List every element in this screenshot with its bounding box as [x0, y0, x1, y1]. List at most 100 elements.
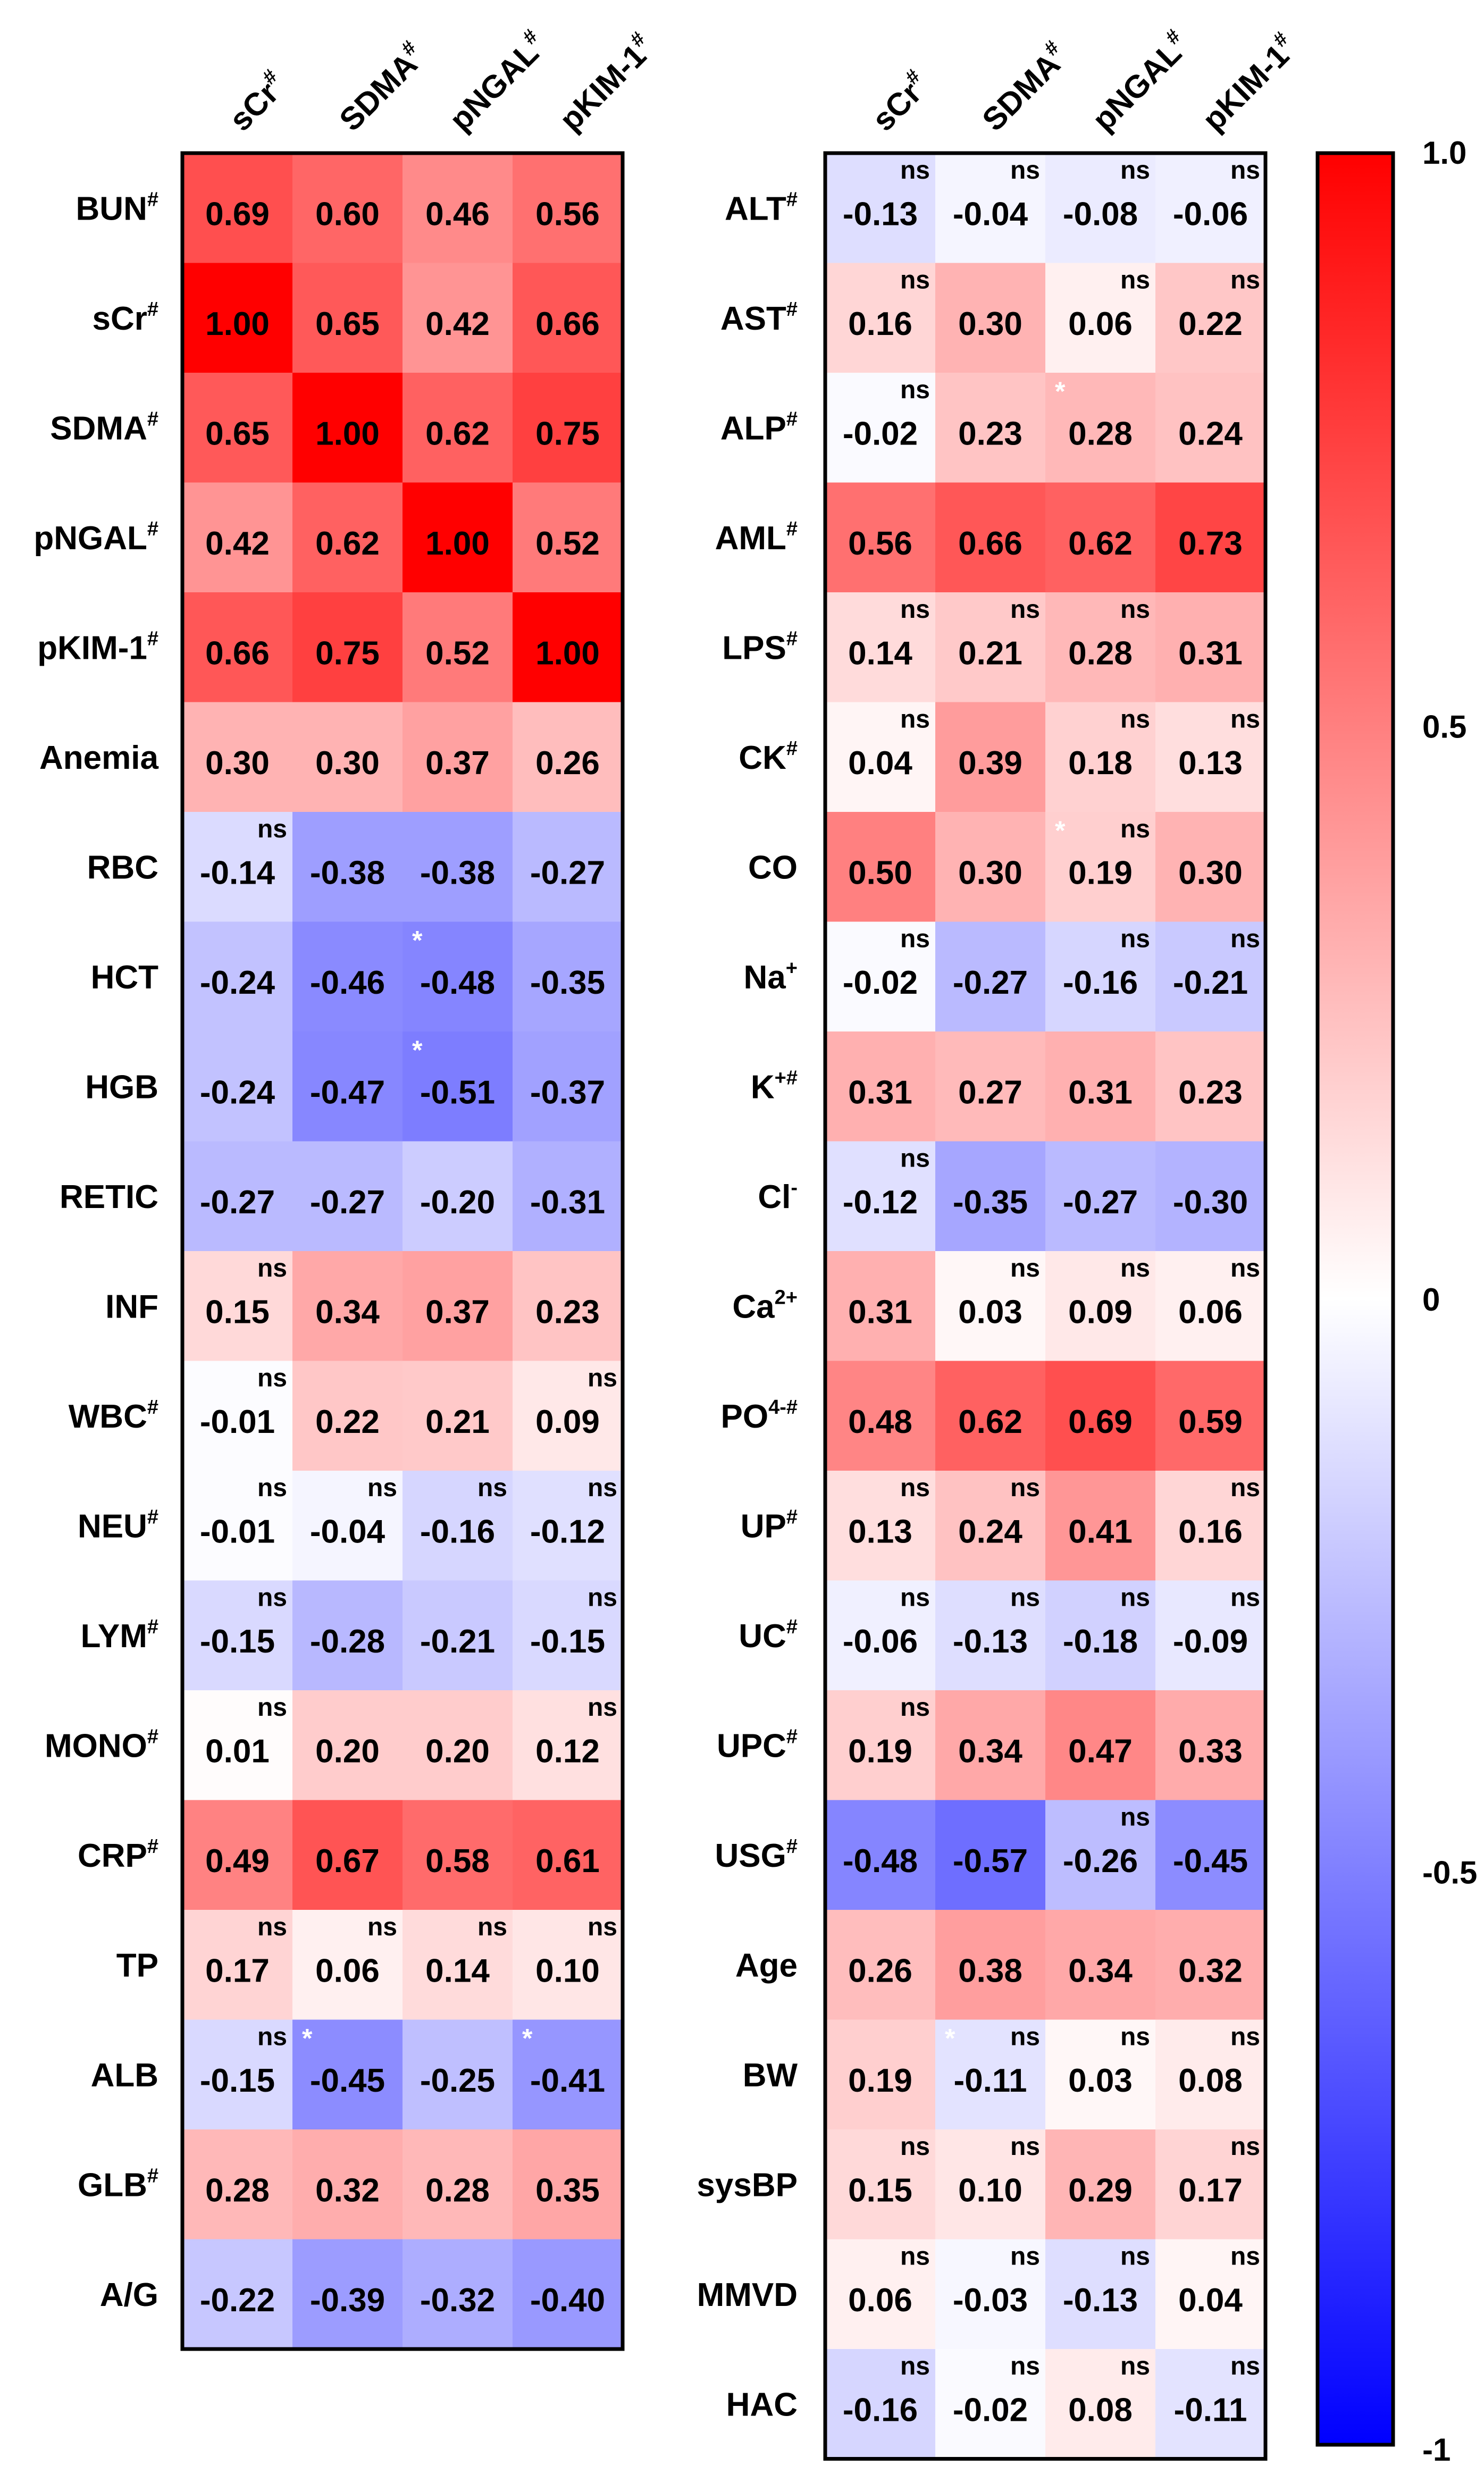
cell-value: 0.23 — [535, 1294, 600, 1330]
heatmap-cell — [825, 153, 936, 264]
significance-star: * — [412, 1035, 423, 1065]
cell-value: -0.15 — [200, 2062, 275, 2099]
row-label-bun-superscript: # — [147, 188, 158, 211]
heatmap-row-retic: RETIC -0.27 -0.27 -0.20 -0.31 — [60, 1141, 623, 1252]
heatmap-cell — [1155, 153, 1266, 264]
not-significant-label: ns — [1120, 266, 1150, 295]
heatmap-row-tp: TP 0.17 ns 0.06 ns 0.14 ns 0.10 ns — [116, 1910, 623, 2020]
cell-value: 0.37 — [425, 1294, 490, 1330]
not-significant-label: ns — [1010, 1474, 1040, 1502]
cell-value: 0.62 — [315, 525, 380, 562]
row-label-age: Age — [735, 1947, 798, 1984]
heatmap-cell — [1045, 1580, 1156, 1691]
cell-value: -0.16 — [420, 1513, 495, 1550]
cell-value: 0.13 — [848, 1513, 912, 1550]
cell-value: 0.52 — [535, 525, 600, 562]
heatmap-cell — [513, 702, 623, 812]
heatmap-row-cl: Cl- -0.12 ns -0.35 -0.27 -0.30 — [758, 1141, 1266, 1252]
cell-value: 0.67 — [315, 1843, 380, 1880]
heatmap-cell — [292, 921, 403, 1032]
row-label-hct: HCT — [91, 959, 159, 996]
cell-value: -0.15 — [200, 1623, 275, 1660]
cell-value: -0.47 — [310, 1074, 385, 1111]
heatmap-cell — [1045, 2349, 1156, 2460]
cell-value: 0.62 — [1068, 525, 1133, 562]
colorbar-gradient — [1318, 153, 1393, 2445]
not-significant-label: ns — [900, 376, 930, 404]
heatmap-cell — [182, 153, 293, 264]
heatmap-row-mmvd: MMVD 0.06 ns -0.03 ns -0.13 ns 0.04 ns — [697, 2239, 1266, 2350]
cell-value: -0.46 — [310, 964, 385, 1001]
cell-value: 0.75 — [535, 415, 600, 452]
not-significant-label: ns — [588, 1474, 617, 1502]
heatmap-cell — [1045, 2019, 1156, 2130]
heatmap-cell — [292, 2239, 403, 2350]
row-label-crp-superscript: # — [147, 1835, 158, 1858]
cell-value: 0.01 — [205, 1733, 270, 1769]
not-significant-label: ns — [1010, 2133, 1040, 2161]
heatmap-cell — [292, 1251, 403, 1362]
heatmap-cell — [513, 1471, 623, 1581]
heatmap-cell — [513, 2019, 623, 2130]
row-label-ck: CK# — [739, 737, 798, 776]
heatmap-cell — [1045, 1800, 1156, 1910]
cell-value: 0.39 — [958, 745, 1022, 782]
heatmap-cell — [292, 373, 403, 483]
heatmap-cell — [513, 1800, 623, 1910]
cell-value: -0.22 — [200, 2282, 275, 2319]
cell-value: -0.21 — [1173, 964, 1248, 1001]
row-label-sdma-superscript: # — [147, 408, 158, 430]
cell-value: 0.31 — [848, 1074, 912, 1111]
heatmap-cell — [1155, 702, 1266, 812]
cell-value: -0.13 — [1063, 2282, 1138, 2319]
row-label-uc-text: UC — [739, 1618, 786, 1655]
cell-value: 0.30 — [958, 854, 1022, 891]
row-label-lps: LPS# — [722, 627, 798, 666]
row-label-ck-superscript: # — [786, 737, 798, 760]
cell-value: 0.65 — [315, 306, 380, 342]
cell-value: 0.31 — [1178, 635, 1243, 672]
heatmap-row-uc: UC# -0.06 ns -0.13 ns -0.18 ns -0.09 ns — [739, 1580, 1266, 1691]
not-significant-label: ns — [477, 1474, 507, 1502]
row-label-pngal-superscript: # — [147, 518, 158, 540]
cell-value: -0.13 — [953, 1623, 1028, 1660]
cell-value: -0.01 — [200, 1513, 275, 1550]
row-label-upc-text: UPC — [717, 1727, 786, 1764]
not-significant-label: ns — [1010, 595, 1040, 624]
heatmap-cell — [935, 2349, 1046, 2460]
cell-value: 0.04 — [848, 745, 912, 782]
heatmap-cell — [1045, 1471, 1156, 1581]
heatmap-cell — [935, 2239, 1046, 2350]
cell-value: 1.00 — [425, 525, 490, 562]
heatmap-frame — [823, 151, 1268, 2461]
heatmap-cell — [182, 2019, 293, 2130]
cell-value: 1.00 — [315, 415, 380, 452]
cell-value: 0.30 — [205, 745, 270, 782]
not-significant-label: ns — [1010, 1254, 1040, 1282]
significance-star: * — [1055, 816, 1066, 845]
heatmap-row-aml: AML# 0.56 0.66 0.62 0.73 — [715, 482, 1266, 593]
cell-value: -0.32 — [420, 2282, 495, 2319]
cell-value: 0.65 — [205, 415, 270, 452]
cell-value: -0.08 — [1063, 196, 1138, 232]
row-label-pngal-text: pNGAL — [33, 520, 147, 557]
not-significant-label: ns — [1120, 925, 1150, 953]
row-label-usg-text: USG — [715, 1838, 786, 1874]
cell-value: 0.31 — [1068, 1074, 1133, 1111]
heatmap-cell — [403, 1141, 513, 1252]
not-significant-label: ns — [1230, 266, 1260, 295]
heatmap-cell — [825, 2129, 936, 2240]
cell-value: -0.30 — [1173, 1184, 1248, 1221]
row-label-scr-superscript: # — [147, 298, 158, 321]
not-significant-label: ns — [900, 2352, 930, 2380]
heatmap-cell — [403, 812, 513, 922]
cell-value: -0.11 — [1174, 2392, 1247, 2428]
not-significant-label: ns — [257, 1474, 287, 1502]
row-label-glb-text: GLB — [78, 2167, 147, 2203]
cell-value: -0.21 — [420, 1623, 495, 1660]
heatmap-row-alb: ALB -0.15 ns -0.45 * -0.25 -0.41 * — [91, 2019, 623, 2130]
heatmap-cell — [182, 1251, 293, 1362]
cell-value: 0.19 — [1068, 854, 1133, 891]
cell-value: -0.37 — [530, 1074, 605, 1111]
